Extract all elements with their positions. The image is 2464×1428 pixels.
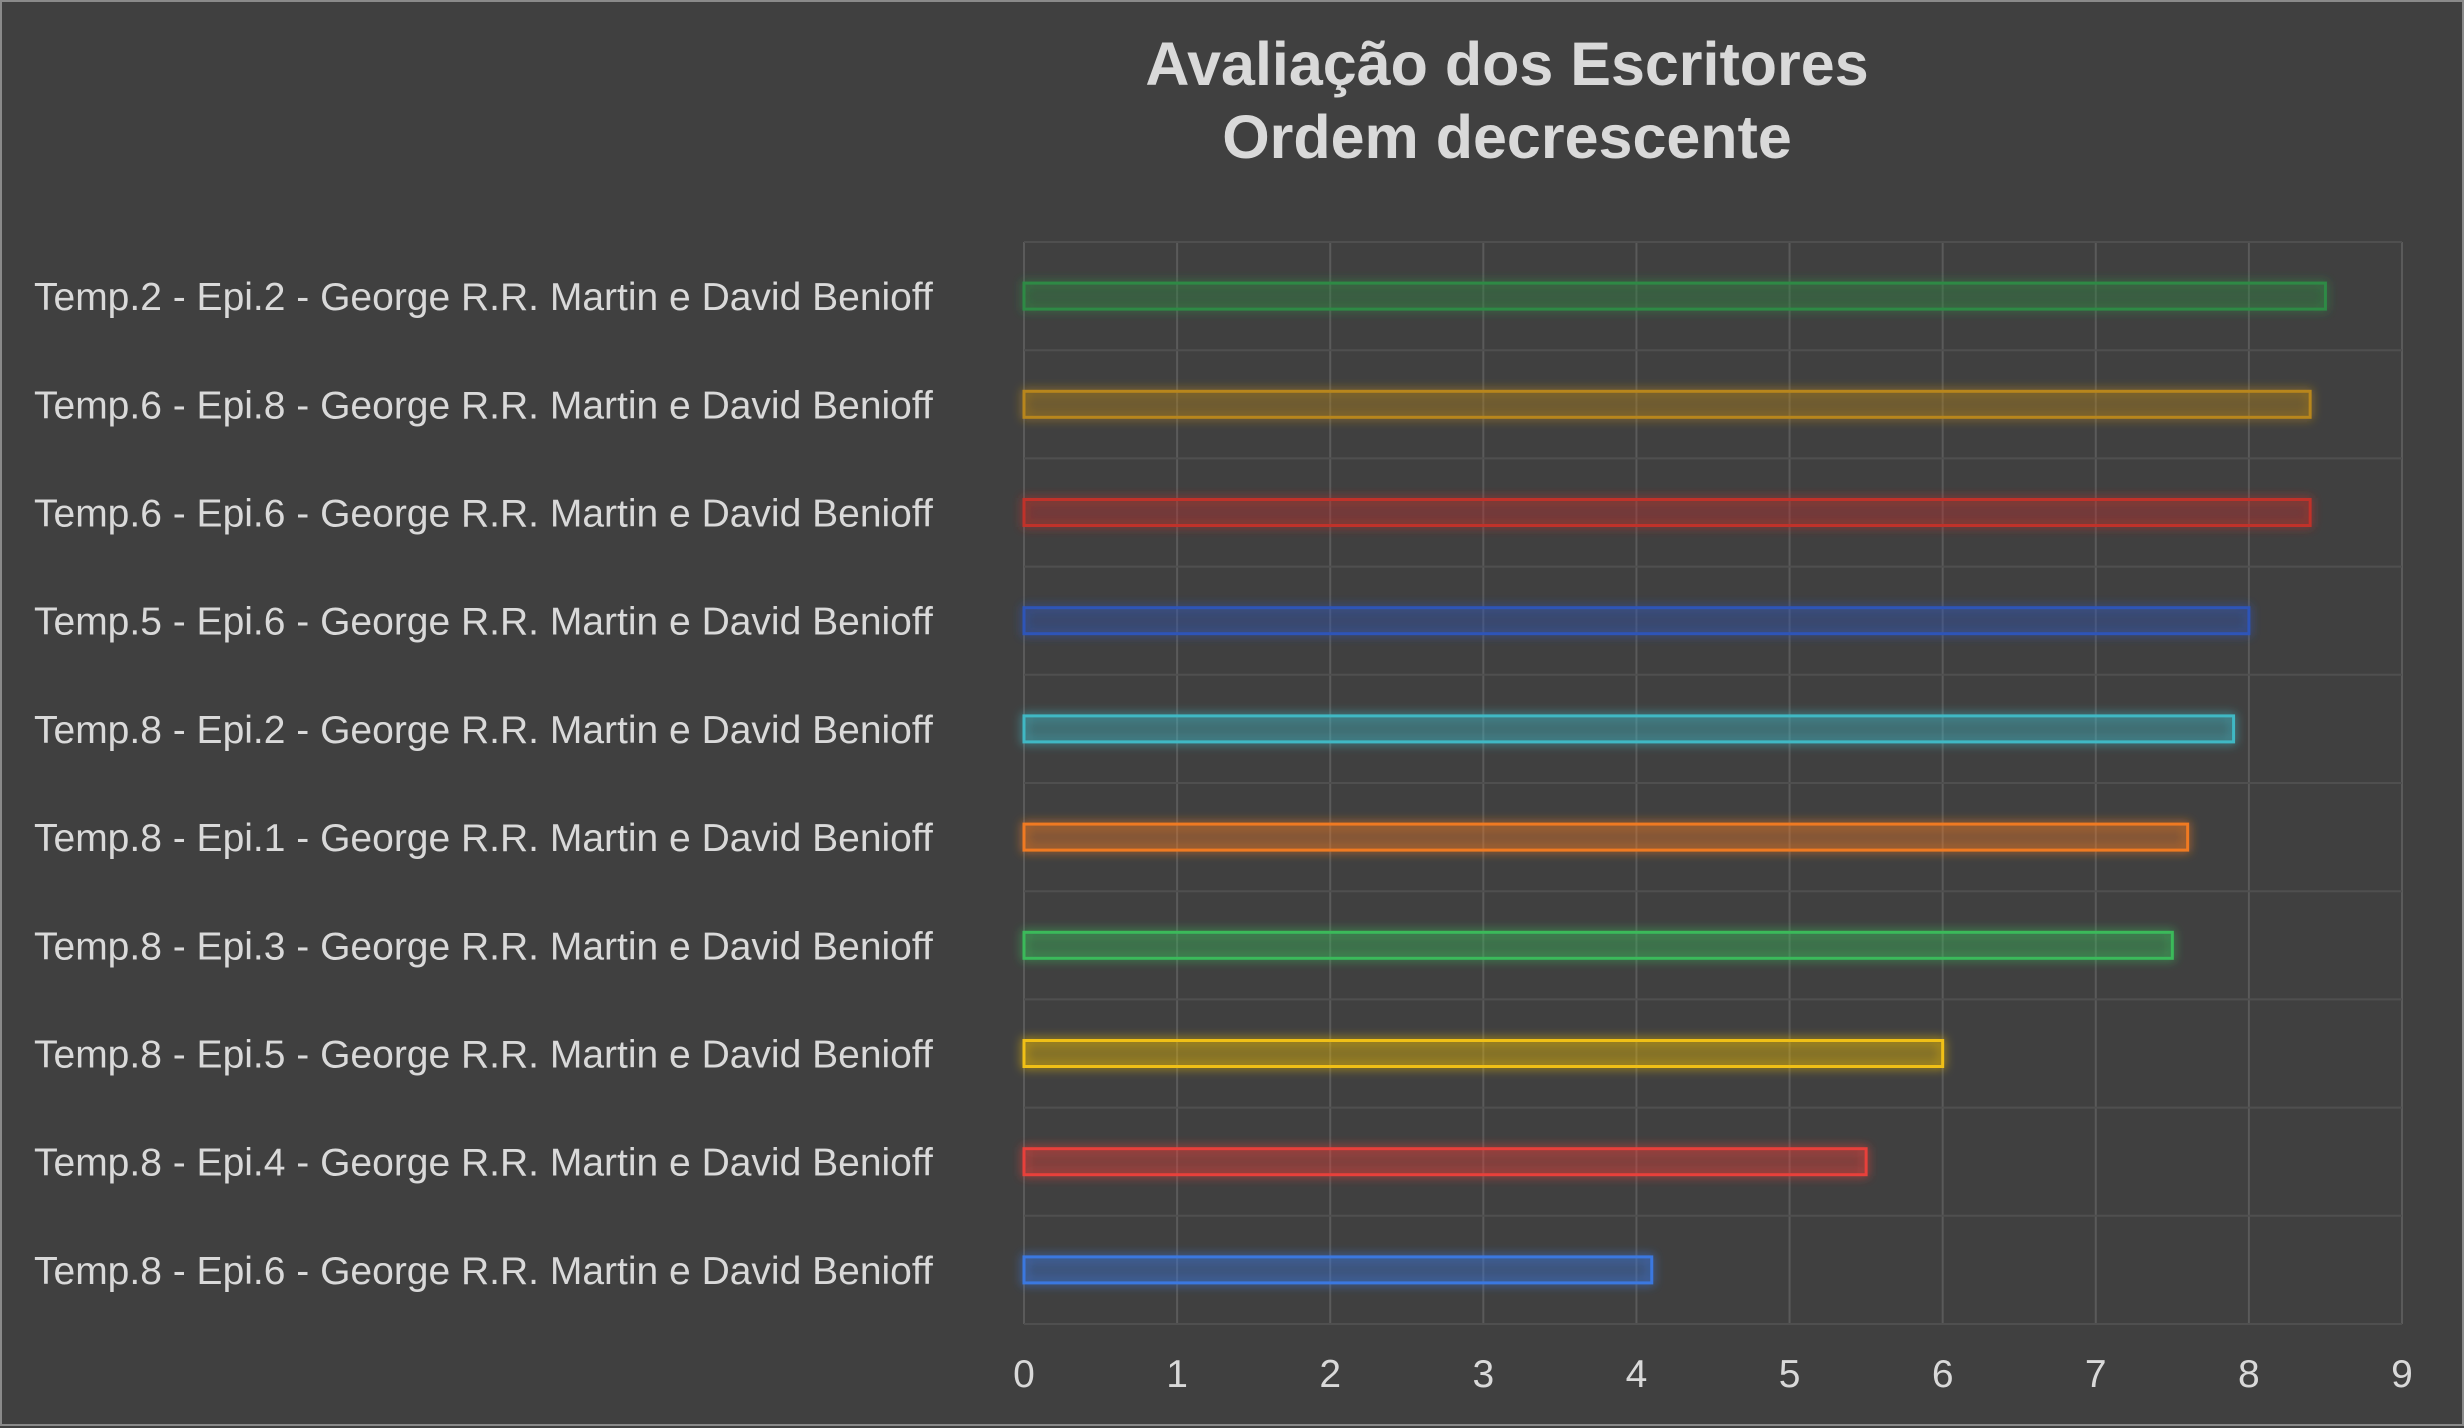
bar <box>1022 1147 1868 1177</box>
category-label: Temp.8 - Epi.4 - George R.R. Martin e Da… <box>34 1142 933 1185</box>
x-axis-ticks: 0 1 2 3 4 5 6 7 8 9 <box>1013 1353 2413 1396</box>
category-label: Temp.8 - Epi.3 - George R.R. Martin e Da… <box>34 925 933 968</box>
bar <box>1022 930 2174 960</box>
bar <box>1022 281 2327 311</box>
x-tick-label: 7 <box>2085 1353 2107 1396</box>
x-tick-label: 6 <box>1932 1353 1954 1396</box>
category-label: Temp.8 - Epi.5 - George R.R. Martin e Da… <box>34 1034 933 1077</box>
chart-subtitle: Ordem decrescente <box>1222 103 1792 171</box>
category-label: Temp.2 - Epi.2 - George R.R. Martin e Da… <box>34 276 933 319</box>
bar <box>1022 498 2312 527</box>
bar <box>1022 714 2236 744</box>
x-tick-label: 0 <box>1013 1353 1035 1396</box>
bar <box>1022 606 2251 636</box>
category-labels: Temp.2 - Epi.2 - George R.R. Martin e Da… <box>34 276 933 1293</box>
bar <box>1022 1255 1654 1285</box>
category-label: Temp.8 - Epi.6 - George R.R. Martin e Da… <box>34 1250 933 1293</box>
bars <box>1022 281 2327 1285</box>
x-tick-label: 9 <box>2391 1353 2413 1396</box>
x-tick-label: 8 <box>2238 1353 2260 1396</box>
x-tick-label: 3 <box>1472 1353 1494 1396</box>
grid <box>1023 241 2403 1325</box>
x-tick-label: 1 <box>1166 1353 1188 1396</box>
bar <box>1022 1039 1945 1068</box>
bar <box>1022 389 2312 419</box>
category-label: Temp.6 - Epi.6 - George R.R. Martin e Da… <box>34 493 933 536</box>
x-tick-label: 4 <box>1626 1353 1648 1396</box>
category-label: Temp.5 - Epi.6 - George R.R. Martin e Da… <box>34 601 933 644</box>
x-tick-label: 5 <box>1779 1353 1801 1396</box>
category-label: Temp.8 - Epi.2 - George R.R. Martin e Da… <box>34 709 933 752</box>
x-tick-label: 2 <box>1319 1353 1341 1396</box>
category-label: Temp.6 - Epi.8 - George R.R. Martin e Da… <box>34 384 933 427</box>
chart-title: Avaliação dos Escritores <box>1145 30 1868 98</box>
category-label: Temp.8 - Epi.1 - George R.R. Martin e Da… <box>34 817 933 860</box>
bar <box>1022 822 2190 852</box>
